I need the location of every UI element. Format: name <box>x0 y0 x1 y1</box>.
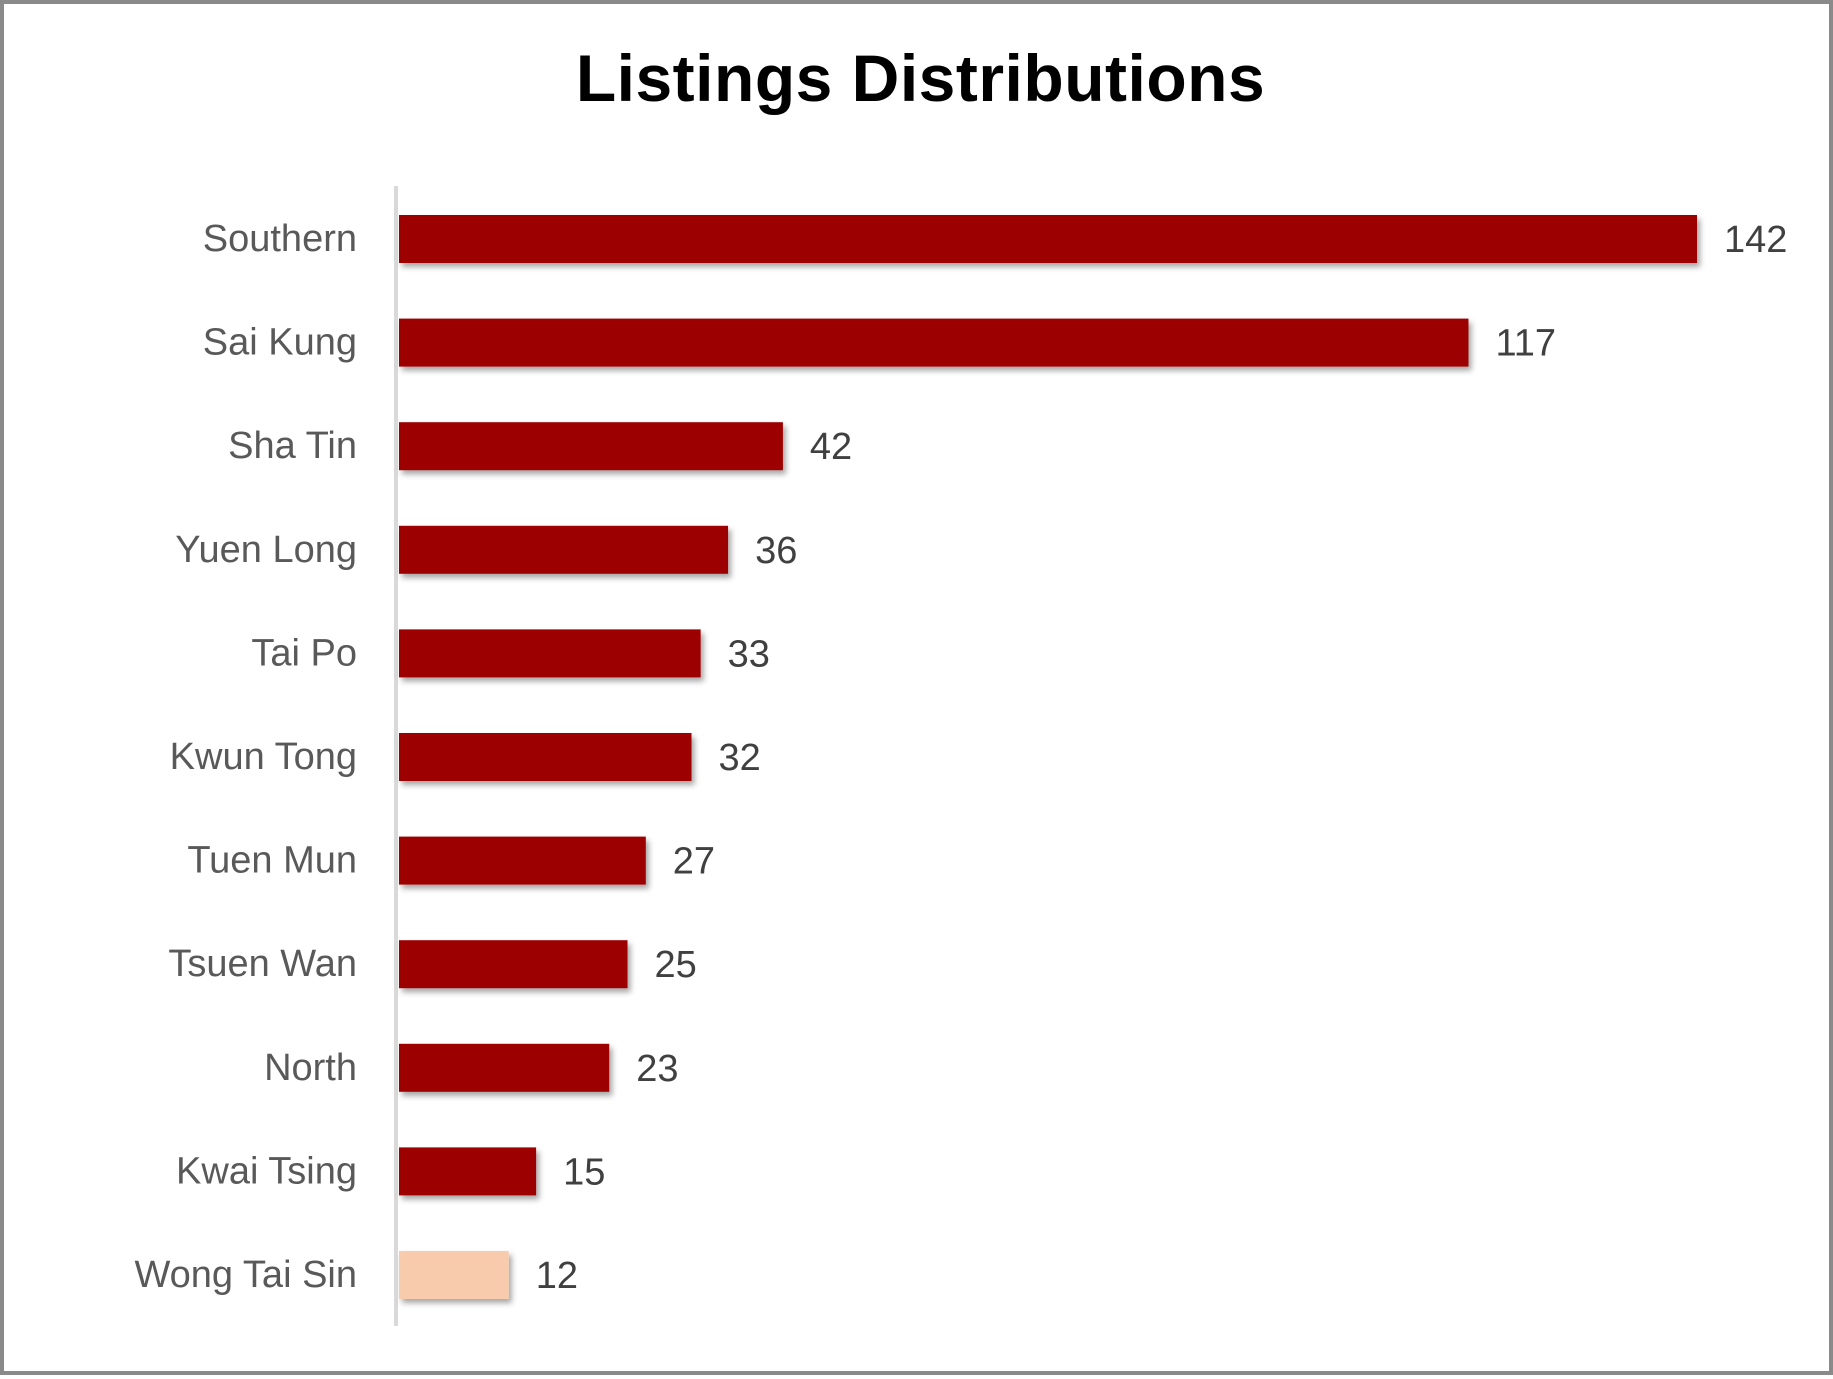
chart-title: Listings Distributions <box>575 41 1266 115</box>
category-label: Southern <box>203 218 357 260</box>
data-label: 142 <box>1724 219 1787 261</box>
data-label: 32 <box>719 737 761 779</box>
chart-plot-area: Southern 142 Sai Kung 117 Sha Tin 42 Yuen Long… <box>134 186 1787 1326</box>
data-label: 27 <box>673 841 715 883</box>
category-label: Kwai Tsing <box>176 1150 357 1192</box>
data-label: 25 <box>655 944 697 986</box>
data-label: 42 <box>810 426 852 468</box>
bar-kwai-tsing <box>399 1147 537 1196</box>
category-label: Kwun Tong <box>170 736 357 778</box>
bar-tuen-mun <box>399 836 646 885</box>
bar-kwun-tong <box>399 733 692 781</box>
data-label: 36 <box>755 530 797 572</box>
bar-north <box>399 1043 610 1092</box>
category-label: Wong Tai Sin <box>134 1254 357 1296</box>
bar-tsuen-wan <box>399 940 628 989</box>
category-label: Tuen Mun <box>187 840 357 882</box>
category-label: Tai Po <box>251 632 357 674</box>
data-label: 12 <box>536 1255 578 1297</box>
category-label: Sai Kung <box>203 322 357 364</box>
bars-group: Southern 142 Sai Kung 117 Sha Tin 42 Yuen Long… <box>134 215 1787 1299</box>
bar-sha-tin <box>399 422 783 471</box>
bar-tai-po <box>399 629 701 678</box>
bar-sai-kung <box>399 318 1469 367</box>
data-label: 15 <box>563 1151 605 1193</box>
bar-yuen-long <box>399 525 729 574</box>
category-label: Yuen Long <box>175 529 357 571</box>
bar-wong-tai-sin <box>399 1251 509 1299</box>
data-label: 117 <box>1495 323 1556 365</box>
category-label: Tsuen Wan <box>168 943 357 985</box>
bar-southern <box>399 215 1697 263</box>
data-label: 23 <box>636 1048 678 1090</box>
category-label: Sha Tin <box>228 425 357 467</box>
data-label: 33 <box>728 633 770 675</box>
category-label: North <box>264 1047 357 1089</box>
